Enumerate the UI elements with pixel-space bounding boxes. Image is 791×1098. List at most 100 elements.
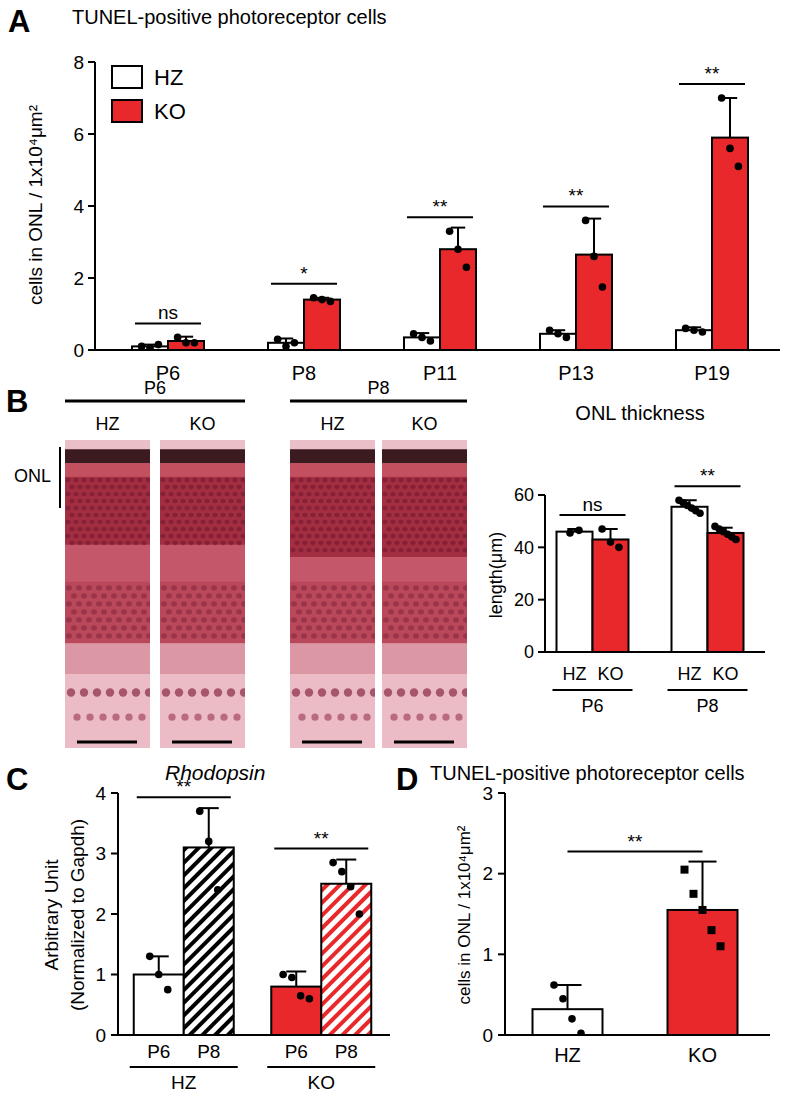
histology-texture bbox=[80, 688, 88, 696]
histology-texture bbox=[326, 625, 332, 630]
histology-texture bbox=[121, 609, 127, 614]
histology-texture bbox=[318, 485, 323, 489]
histology-texture bbox=[220, 499, 225, 503]
histology-texture bbox=[413, 617, 419, 622]
bar bbox=[672, 507, 708, 652]
histology-texture bbox=[386, 513, 391, 517]
histology-texture bbox=[186, 625, 192, 630]
histology-texture bbox=[346, 478, 351, 482]
histology-texture bbox=[458, 625, 464, 630]
histology-texture bbox=[403, 585, 409, 590]
histology-texture bbox=[354, 548, 359, 552]
histology-texture bbox=[81, 520, 86, 524]
histology-texture bbox=[338, 534, 343, 538]
histology-texture bbox=[73, 714, 80, 721]
histology-texture bbox=[192, 520, 197, 524]
histology-texture bbox=[290, 506, 295, 510]
histology-texture bbox=[66, 601, 72, 606]
histology-texture bbox=[454, 478, 459, 482]
histology-texture bbox=[362, 548, 367, 552]
histology-texture bbox=[426, 541, 431, 545]
y-axis-label: cells in ONL / 1x10⁴μm² bbox=[455, 825, 474, 1004]
histology-texture bbox=[302, 513, 307, 517]
histology-texture bbox=[220, 541, 225, 545]
histology-texture bbox=[176, 478, 181, 482]
histology-texture bbox=[290, 548, 295, 552]
histology-texture bbox=[162, 688, 170, 696]
histology-texture bbox=[366, 513, 371, 517]
histology-texture bbox=[69, 513, 74, 517]
x-tick-label: P11 bbox=[423, 362, 457, 384]
series-label: P6 bbox=[147, 1041, 170, 1062]
histology-texture bbox=[188, 527, 193, 531]
histology-texture bbox=[208, 534, 213, 538]
histology-texture bbox=[231, 617, 237, 622]
data-point bbox=[681, 866, 689, 874]
histology-layer bbox=[65, 463, 150, 477]
histology-texture bbox=[336, 609, 342, 614]
histology-texture bbox=[89, 506, 94, 510]
histology-texture bbox=[321, 617, 327, 622]
histology-texture bbox=[236, 625, 242, 630]
histology-texture bbox=[334, 513, 339, 517]
histology-texture bbox=[318, 527, 323, 531]
histology-layer bbox=[382, 582, 467, 644]
histology-texture bbox=[66, 633, 72, 638]
legend-swatch bbox=[112, 66, 142, 88]
y-tick bbox=[498, 953, 505, 955]
data-point bbox=[196, 807, 204, 815]
histology-texture bbox=[306, 609, 312, 614]
data-point bbox=[356, 910, 364, 918]
histology-texture bbox=[77, 513, 82, 517]
histology-texture bbox=[77, 499, 82, 503]
histology-texture bbox=[180, 485, 185, 489]
histology-texture bbox=[434, 513, 439, 517]
histology-texture bbox=[326, 499, 331, 503]
histology-texture bbox=[402, 527, 407, 531]
histology-texture bbox=[101, 541, 106, 545]
histology-texture bbox=[101, 593, 107, 598]
histology-texture bbox=[232, 492, 237, 496]
histology-texture bbox=[191, 601, 197, 606]
histology-texture bbox=[311, 714, 318, 721]
error-bar bbox=[689, 862, 717, 910]
panel-letter: A bbox=[8, 4, 30, 39]
histology-texture bbox=[388, 609, 394, 614]
group-line bbox=[553, 689, 633, 691]
histology-texture bbox=[422, 478, 427, 482]
data-point bbox=[174, 334, 182, 342]
histology-texture bbox=[93, 688, 101, 696]
histology-texture bbox=[298, 534, 303, 538]
histology-texture bbox=[137, 478, 142, 482]
histology-texture bbox=[188, 513, 193, 517]
histology-texture bbox=[77, 541, 82, 545]
histology-layer bbox=[382, 449, 467, 463]
histology-texture bbox=[200, 534, 205, 538]
histology-texture bbox=[208, 478, 213, 482]
histology-texture bbox=[141, 513, 146, 517]
histology-texture bbox=[145, 478, 150, 482]
histology-texture bbox=[462, 478, 467, 482]
histology-texture bbox=[224, 492, 229, 496]
histology-texture bbox=[351, 633, 357, 638]
histology-layer bbox=[160, 545, 245, 582]
histology-texture bbox=[196, 499, 201, 503]
histology-texture bbox=[463, 633, 467, 638]
histology-layer bbox=[160, 440, 245, 450]
histology-texture bbox=[321, 585, 327, 590]
histology-texture bbox=[194, 714, 201, 721]
histology-texture bbox=[141, 485, 146, 489]
histology-texture bbox=[366, 527, 371, 531]
histology-texture bbox=[442, 714, 449, 721]
bar bbox=[712, 138, 748, 350]
y-tick bbox=[111, 853, 118, 855]
histology-texture bbox=[196, 513, 201, 517]
histology-texture bbox=[168, 506, 173, 510]
histology-texture bbox=[125, 499, 130, 503]
histology-texture bbox=[429, 714, 436, 721]
histology-texture bbox=[112, 714, 119, 721]
y-tick bbox=[88, 61, 95, 63]
histology-texture bbox=[294, 541, 299, 545]
data-point bbox=[682, 325, 690, 333]
data-point bbox=[427, 337, 435, 345]
